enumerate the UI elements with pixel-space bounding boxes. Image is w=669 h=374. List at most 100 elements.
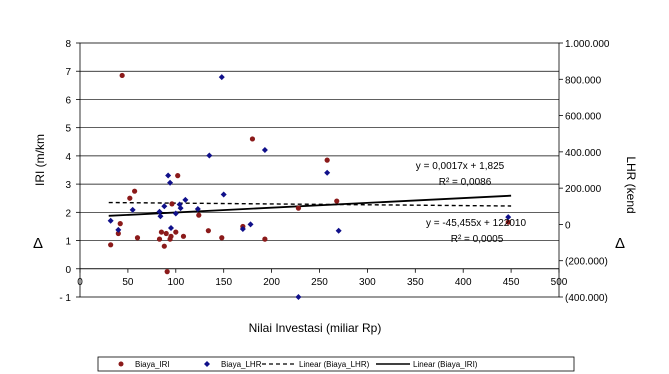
y-tick-label: - 1 xyxy=(59,293,71,304)
x-tick-label: 500 xyxy=(551,277,568,288)
lhr-point xyxy=(161,203,168,210)
y-tick-label: 0 xyxy=(65,265,71,276)
lhr-point xyxy=(218,74,225,81)
x-tick-label: 250 xyxy=(311,277,328,288)
iri-point xyxy=(134,235,141,241)
y2-tick-label: 600.000 xyxy=(565,112,602,123)
x-tick-label: 0 xyxy=(77,277,83,288)
lhr-point xyxy=(177,205,184,212)
iri-point xyxy=(117,221,123,227)
y-axis-delta: Δ xyxy=(33,235,43,252)
iri-point xyxy=(169,201,175,207)
lhr-point xyxy=(194,206,201,213)
iri-point xyxy=(158,229,165,235)
iri-point xyxy=(127,195,133,201)
lhr-point xyxy=(247,221,254,228)
left-axis-ticks: - 1 0 1 2 3 4 5 6 7 8 xyxy=(59,39,80,304)
y2-tick-label: 400.000 xyxy=(565,148,602,159)
y2-tick-label: (400.000) xyxy=(565,293,608,304)
lhr-point xyxy=(156,208,163,215)
lhr-point xyxy=(239,225,246,232)
legend: Biaya_IRI Biaya_LHR Linear (Biaya_LHR) L… xyxy=(97,356,575,372)
y-axis-label-text: IRI (m/km xyxy=(33,134,47,186)
y-tick-label: 5 xyxy=(65,124,71,135)
plot-area xyxy=(79,42,560,298)
iri-point xyxy=(196,212,202,218)
x-tick-label: 350 xyxy=(407,277,424,288)
lhr-point xyxy=(295,294,302,300)
legend-marker-iri xyxy=(118,361,124,367)
y2-tick-label: 800.000 xyxy=(565,75,602,86)
annotation-iri-equation: y = 0,0017x + 1,825 xyxy=(416,161,505,172)
lhr-point xyxy=(172,210,179,217)
lhr-point xyxy=(107,217,114,224)
y2-tick-label: 0 xyxy=(565,220,571,231)
x-axis-ticks: 0 50 100 150 200 250 300 350 400 450 500 xyxy=(77,268,568,288)
legend-label-iri-trend: Linear (Biaya_IRI) xyxy=(413,360,478,369)
lhr-point xyxy=(165,172,172,179)
x-axis-label: Nilai Investasi (miliar Rp) xyxy=(249,321,382,335)
iri-point xyxy=(324,157,330,163)
iri-point xyxy=(115,230,121,237)
y-tick-label: 6 xyxy=(65,95,71,106)
iri-point xyxy=(175,173,181,179)
lhr-point xyxy=(206,152,213,159)
y-tick-label: 3 xyxy=(65,180,71,191)
iri-point xyxy=(164,269,170,275)
annotation-lhr-equation: y = -45,455x + 122010 xyxy=(426,218,527,229)
plot-frame xyxy=(79,42,560,298)
x-tick-label: 50 xyxy=(122,277,134,288)
iri-point xyxy=(249,136,256,142)
iri-point xyxy=(163,230,169,237)
legend-frame xyxy=(97,356,575,372)
iri-point xyxy=(168,233,174,239)
iri-point xyxy=(180,233,187,239)
right-axis-ticks: (400.000) (200.000) 0 200.000 400.000 600.000… xyxy=(559,39,610,304)
y-tick-label: 2 xyxy=(65,208,71,219)
y2-axis-delta: Δ xyxy=(615,235,625,252)
y-tick-label: 1 xyxy=(65,237,71,248)
y2-axis-label-text: LHR (kend xyxy=(624,156,638,213)
lhr-point xyxy=(182,196,189,203)
y2-axis-label: LHR (kend xyxy=(624,156,638,213)
iri-point xyxy=(161,243,167,249)
lhr-point xyxy=(129,206,136,213)
lhr-point xyxy=(261,147,268,154)
lhr-point xyxy=(167,179,174,186)
x-tick-label: 100 xyxy=(167,277,184,288)
iri-point xyxy=(156,236,163,242)
x-tick-label: 400 xyxy=(455,277,472,288)
iri-point xyxy=(505,219,511,225)
iri-point xyxy=(132,188,138,194)
y2-tick-label: 200.000 xyxy=(565,184,602,195)
y-tick-label: 8 xyxy=(65,39,71,50)
x-tick-label: 450 xyxy=(503,277,520,288)
y-axis-label: IRI (m/km xyxy=(33,134,47,186)
iri-point xyxy=(205,228,211,234)
legend-label-lhr: Biaya_LHR xyxy=(221,360,262,369)
lhr-point xyxy=(115,226,122,233)
iri-point xyxy=(262,236,268,242)
iri-point xyxy=(295,205,302,211)
iri-point xyxy=(119,72,125,79)
lhr-point xyxy=(220,191,227,198)
y-tick-label: 4 xyxy=(65,152,71,163)
x-tick-label: 200 xyxy=(263,277,280,288)
iri-point xyxy=(334,198,340,204)
legend-label-iri: Biaya_IRI xyxy=(135,360,170,369)
iri-point xyxy=(219,235,225,241)
iri-point xyxy=(108,242,114,248)
annotation-lhr-r2: R² = 0,0005 xyxy=(451,234,504,245)
lhr-point xyxy=(168,225,175,232)
lhr-point xyxy=(335,227,342,234)
lhr-point xyxy=(324,169,331,176)
annotation-iri-r2: R² = 0,0086 xyxy=(439,177,492,188)
y2-tick-label: (200.000) xyxy=(565,257,608,268)
legend-label-lhr-trend: Linear (Biaya_LHR) xyxy=(299,360,370,369)
y-tick-label: 7 xyxy=(65,67,71,78)
x-tick-label: 300 xyxy=(359,277,376,288)
y2-tick-label: 1.000.000 xyxy=(565,39,610,50)
lhr-point xyxy=(157,213,164,220)
